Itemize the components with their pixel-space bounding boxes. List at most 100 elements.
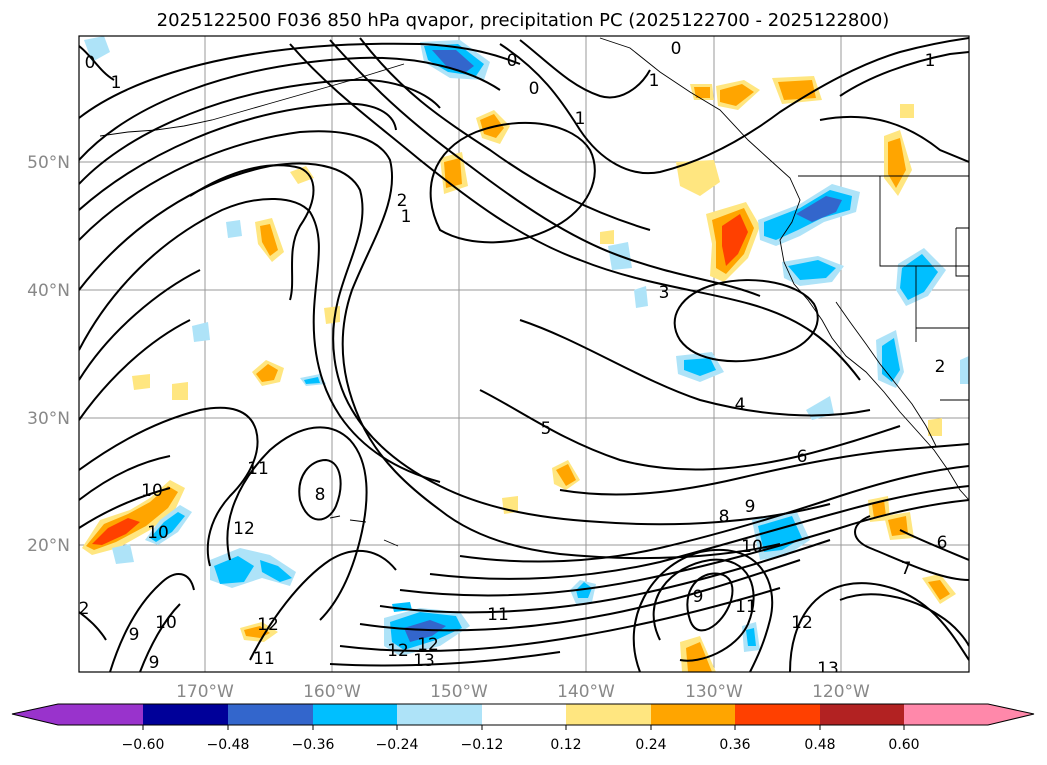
precip-fill — [684, 358, 716, 376]
precip-fill — [150, 512, 185, 542]
contour-label: 2 — [79, 599, 90, 619]
contour-13a — [329, 651, 561, 667]
contour-label: 10 — [741, 537, 763, 557]
colorbar-tick-label: −0.36 — [292, 737, 335, 753]
contour-11d — [249, 550, 397, 661]
precip-fill — [796, 196, 842, 222]
map-panel: 0 0 0 0 1 1 1 1 2 1 2 3 4 5 6 7 6 8 8 9 — [78, 35, 970, 679]
precip-fill — [132, 374, 150, 390]
precip-fill — [720, 84, 754, 106]
contour-label: 9 — [745, 497, 756, 517]
colorbar-tick-label: 0.24 — [635, 737, 666, 753]
contour-8a — [429, 485, 969, 580]
precip-fill — [214, 556, 254, 584]
colorbar-tick-label: −0.12 — [461, 737, 504, 753]
precip-fill — [928, 418, 942, 436]
precip-fill — [112, 544, 134, 564]
colorbar-extend-low — [12, 704, 58, 725]
contour-label: 3 — [659, 283, 670, 303]
lat-label-40: 40°N — [27, 281, 70, 301]
contour-4b — [519, 319, 871, 417]
colorbar-extend-high — [988, 704, 1034, 725]
contour-label: 0 — [671, 39, 682, 59]
precip-fill — [600, 230, 614, 244]
precip-fill — [806, 396, 834, 420]
contour-label: 11 — [487, 605, 509, 625]
colorbar-segment — [482, 704, 566, 725]
contour-0c — [519, 39, 651, 99]
contour-1c — [499, 37, 969, 175]
precip-fill — [290, 166, 314, 184]
precip-fill — [84, 36, 110, 62]
contour-label: 11 — [247, 459, 269, 479]
colorbar-segment — [735, 704, 820, 725]
contour-label: 6 — [797, 447, 808, 467]
precip-fill — [432, 50, 474, 72]
precip-fill — [324, 306, 340, 324]
precip-fill — [694, 87, 710, 98]
precip-fill — [634, 286, 648, 308]
lat-label-50: 50°N — [27, 153, 70, 173]
contour-label: 8 — [315, 485, 326, 505]
precip-fill — [304, 377, 320, 384]
contour-9b — [686, 572, 734, 632]
precip-fill — [92, 518, 140, 545]
contour-left-b — [79, 319, 191, 421]
state-border-1 — [879, 176, 969, 267]
contour-label: 1 — [401, 207, 412, 227]
contour-ridge-c — [359, 37, 651, 231]
contour-12c — [226, 426, 368, 621]
colorbar-segment — [397, 704, 482, 725]
precip-fill — [872, 500, 886, 518]
precip-fill — [256, 364, 278, 382]
contour-0a — [79, 45, 115, 81]
precip-fill — [172, 382, 188, 400]
contour-label: 12 — [257, 615, 279, 635]
coastlines — [99, 37, 969, 547]
precip-fills — [82, 36, 969, 672]
precip-fill — [444, 158, 462, 188]
contour-6a — [189, 164, 315, 301]
contour-label: 12 — [417, 635, 439, 655]
contour-label: 6 — [937, 533, 948, 553]
colorbar: −0.60 −0.48 −0.36 −0.24 −0.12 0.12 0.24 … — [11, 703, 1035, 753]
colorbar-tick-label: 0.60 — [888, 737, 919, 753]
colorbar-segment — [566, 704, 651, 725]
contour-label: 5 — [541, 419, 552, 439]
precip-fill — [882, 338, 900, 382]
contour-5b — [479, 389, 901, 471]
contour-label: 12 — [387, 641, 409, 661]
colorbar-segment — [651, 704, 735, 725]
contour-label: 13 — [817, 659, 839, 679]
contour-loop-3 — [673, 279, 819, 363]
lon-label-140w: 140°W — [557, 682, 615, 702]
contour-label: 1 — [649, 71, 660, 91]
qvapor-contours — [79, 37, 969, 672]
colorbar-segment — [58, 704, 143, 725]
colorbar-tick-label: 0.48 — [804, 737, 835, 753]
colorbar-segment — [904, 704, 988, 725]
contour-1e — [819, 115, 969, 163]
colorbar-segment — [820, 704, 904, 725]
coastline-north-america — [599, 37, 969, 501]
contour-11b — [632, 548, 774, 672]
contour-10a — [379, 539, 831, 614]
precip-fill — [226, 220, 242, 238]
colorbar-segment — [143, 704, 228, 725]
colorbar-outline — [11, 703, 1035, 726]
contour-9c — [79, 487, 171, 529]
contour-labels: 0 0 0 0 1 1 1 1 2 1 2 3 4 5 6 7 6 8 8 9 — [79, 39, 948, 679]
latitude-labels: 50°N 40°N 30°N 20°N — [27, 153, 70, 556]
contour-label: 1 — [111, 73, 122, 93]
contour-label: 11 — [735, 597, 757, 617]
precip-fill — [960, 356, 969, 384]
state-border-3 — [955, 227, 969, 277]
lon-label-170w: 170°W — [176, 682, 234, 702]
precip-fill — [686, 642, 712, 672]
contour-label: 0 — [529, 79, 540, 99]
colorbar-tick-labels: −0.60 −0.48 −0.36 −0.24 −0.12 0.12 0.24 … — [122, 737, 920, 753]
colorbar-ticks — [142, 725, 905, 730]
contour-label: 9 — [693, 587, 704, 607]
contour-label: 0 — [507, 51, 518, 71]
contour-label: 10 — [147, 523, 169, 543]
